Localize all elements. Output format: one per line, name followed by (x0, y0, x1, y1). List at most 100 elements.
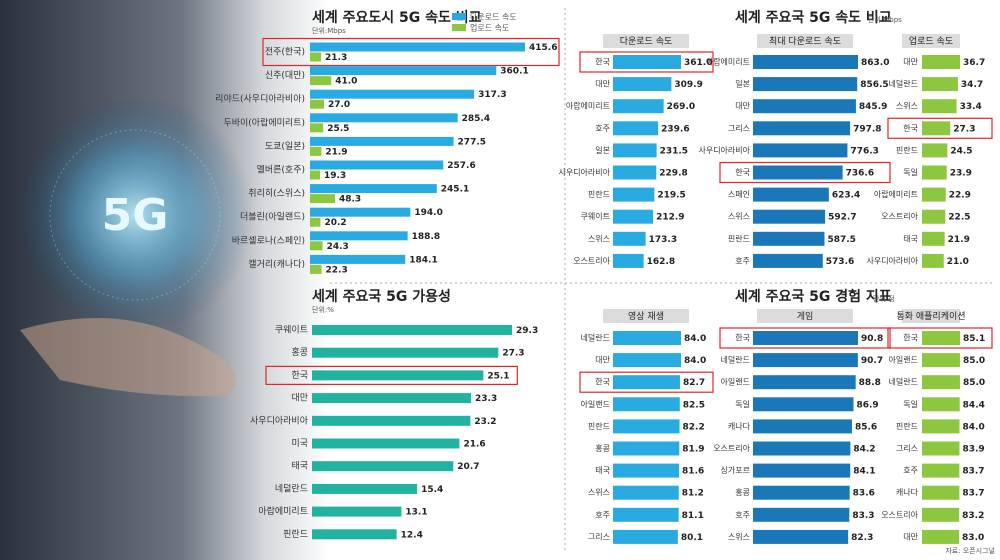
category-label: 리야드(사우디아라비아) (215, 94, 305, 105)
panel-header: 다운로드 속도 (620, 36, 673, 47)
value-label: 623.4 (832, 191, 860, 201)
unit-label: 단위:Mbps (312, 26, 346, 35)
bar (310, 254, 406, 264)
category-label: 핀란드 (896, 145, 918, 155)
value-label: 736.6 (846, 169, 874, 179)
bar (753, 165, 843, 180)
category-label: 핀란드 (728, 233, 750, 243)
bar (310, 194, 335, 204)
hand (20, 318, 236, 396)
category-label: 아랍에미리트 (258, 506, 308, 517)
category-label: 네덜란드 (581, 333, 610, 343)
category-label: 오스트리아 (573, 255, 610, 265)
value-label: 20.7 (457, 462, 479, 472)
category-label: 스위스 (896, 102, 918, 111)
bar (310, 160, 444, 170)
value-label: 19.3 (324, 171, 346, 181)
value-label: 84.4 (963, 400, 985, 410)
value-label: 85.0 (963, 378, 985, 388)
bar (312, 438, 460, 449)
value-label: 83.0 (962, 533, 984, 543)
bar (922, 507, 960, 522)
category-label: 대만 (595, 80, 610, 89)
highlight-box (579, 51, 714, 73)
bar (753, 353, 858, 368)
bar (613, 253, 644, 268)
category-label: 홍콩 (595, 443, 610, 453)
value-label: 81.2 (682, 489, 704, 499)
category-label: 한국 (903, 124, 918, 133)
category-label: 한국 (735, 334, 750, 343)
category-label: 핀란드 (588, 421, 610, 431)
bar (310, 207, 411, 217)
category-label: 아일랜드 (721, 377, 750, 387)
value-label: 856.5 (860, 80, 888, 90)
value-label: 173.3 (649, 235, 677, 245)
value-label: 24.5 (950, 146, 972, 156)
bar (613, 463, 680, 478)
bar (613, 165, 657, 180)
category-label: 캐나다 (896, 488, 919, 497)
value-label: 27.3 (953, 124, 975, 134)
bar (312, 393, 472, 404)
category-label: 스위스 (728, 212, 750, 221)
category-label: 사우디아라비아 (250, 415, 309, 426)
bar (922, 209, 946, 224)
bar (312, 325, 512, 335)
value-label: 257.6 (447, 161, 475, 171)
category-label: 독일 (735, 400, 750, 409)
bar (613, 55, 681, 69)
category-label: 일본 (735, 80, 750, 89)
category-label: 캐나다 (728, 422, 751, 431)
category-label: 태국 (903, 234, 918, 243)
category-label: 독일 (903, 400, 918, 409)
value-label: 25.5 (327, 124, 349, 134)
category-label: 스위스 (588, 234, 610, 243)
bar (753, 77, 858, 92)
value-label: 22.9 (949, 191, 971, 201)
category-label: 한국 (291, 370, 308, 381)
bar (613, 419, 680, 434)
unit-label: 단위:% (312, 305, 334, 314)
category-label: 스위스 (588, 488, 610, 497)
panel-header-bg (757, 309, 853, 323)
panel-header-bg (902, 309, 960, 323)
category-label: 캘거리(캐나다) (248, 258, 305, 270)
category-label: 호주 (735, 510, 750, 519)
category-label: 호주 (595, 510, 610, 519)
category-label: 대만 (595, 356, 610, 365)
bar (922, 485, 960, 500)
bar (613, 397, 680, 412)
value-label: 24.3 (327, 242, 349, 252)
value-label: 285.4 (462, 114, 490, 124)
bar (312, 506, 402, 517)
bar (922, 375, 960, 390)
bar (613, 143, 657, 158)
value-label: 239.6 (661, 124, 689, 134)
bar (310, 42, 525, 52)
category-label: 아일랜드 (889, 355, 918, 365)
category-label: 태국 (291, 461, 308, 472)
value-label: 231.5 (660, 146, 688, 156)
bar (613, 441, 680, 456)
bar (922, 529, 960, 544)
value-label: 83.6 (853, 489, 875, 499)
bar (312, 461, 454, 472)
value-label: 48.3 (339, 195, 361, 205)
panel-header: 업로드 속도 (909, 36, 953, 47)
bar (753, 375, 856, 390)
bar (753, 529, 849, 544)
value-label: 573.6 (826, 257, 854, 267)
bar (613, 121, 659, 136)
bar (922, 165, 947, 180)
category-label: 더블린(아일랜드) (240, 212, 305, 223)
bar (922, 231, 945, 246)
bar (310, 231, 408, 241)
value-label: 25.1 (487, 371, 509, 381)
category-label: 네덜란드 (275, 482, 308, 494)
bar (922, 99, 957, 114)
value-label: 83.9 (962, 445, 984, 455)
value-label: 587.5 (827, 235, 855, 245)
bar (613, 99, 664, 114)
